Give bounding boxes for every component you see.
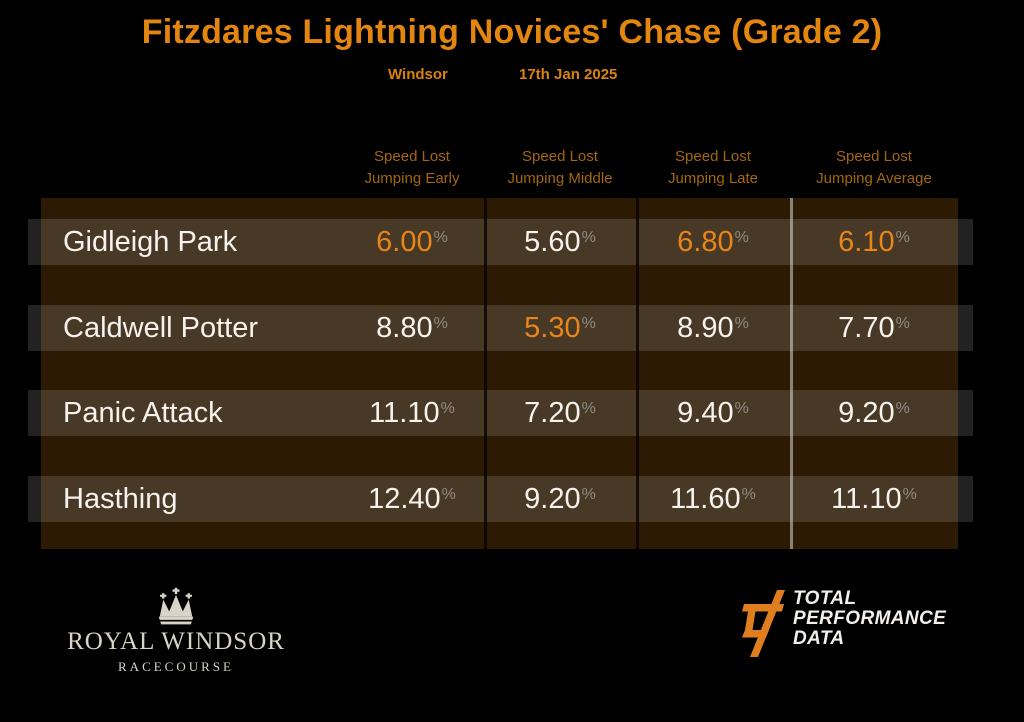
row-highlight-band: [28, 305, 973, 351]
value-cell: 6.80%: [636, 226, 790, 259]
value-cell: 12.40%: [340, 483, 484, 516]
value-number: 5.60: [524, 225, 581, 258]
table-row: Panic Attack 11.10% 7.20% 9.40% 9.20%: [41, 390, 958, 436]
value-cell: 7.70%: [790, 312, 958, 345]
value-number: 12.40: [368, 482, 441, 515]
column-header-early: Speed Lost Jumping Early: [364, 148, 460, 187]
horse-name: Caldwell Potter: [63, 311, 259, 344]
row-highlight-band: [28, 219, 973, 265]
percent-sign: %: [895, 228, 910, 246]
tpd-wordmark: TOTAL PERFORMANCE DATA: [793, 589, 946, 649]
table-panel: [41, 198, 958, 549]
value-number: 7.20: [524, 396, 581, 429]
column-divider: [484, 198, 487, 549]
percent-sign: %: [581, 228, 596, 246]
value-number: 6.10: [838, 225, 895, 258]
column-header-middle: Speed Lost Jumping Middle: [507, 148, 613, 187]
table-column-headers: Speed Lost Jumping Early Speed Lost Jump…: [41, 146, 958, 190]
percent-sign: %: [581, 399, 596, 417]
column-divider: [790, 198, 793, 549]
percent-sign: %: [902, 485, 917, 503]
percent-sign: %: [581, 485, 596, 503]
value-cell: 11.10%: [340, 397, 484, 430]
value-number: 8.80: [376, 311, 433, 344]
percent-sign: %: [441, 485, 456, 503]
value-number: 11.10: [369, 396, 440, 429]
royal-windsor-name: ROYAL WINDSOR: [67, 628, 285, 655]
value-cell: 6.10%: [790, 226, 958, 259]
value-cell: 9.20%: [484, 483, 636, 516]
value-cell: 7.20%: [484, 397, 636, 430]
date-label: 17th Jan 2025: [519, 66, 618, 83]
tpd-logo: TOTAL PERFORMANCE DATA: [735, 588, 946, 658]
page-title: Fitzdares Lightning Novices' Chase (Grad…: [141, 13, 883, 51]
royal-windsor-subname: RACECOURSE: [118, 659, 234, 674]
percent-sign: %: [734, 314, 749, 332]
horse-name: Hasthing: [63, 482, 178, 515]
value-cell: 9.20%: [790, 397, 958, 430]
percent-sign: %: [433, 314, 448, 332]
venue-label: Windsor: [388, 66, 448, 83]
spacer-cell: [41, 146, 340, 190]
value-number: 11.10: [831, 482, 902, 515]
table-row: Hasthing 12.40% 9.20% 11.60% 11.10%: [41, 476, 958, 522]
horse-name: Gidleigh Park: [63, 225, 238, 258]
percent-sign: %: [895, 399, 910, 417]
value-cell: 9.40%: [636, 397, 790, 430]
percent-sign: %: [734, 228, 749, 246]
value-cell: 8.90%: [636, 312, 790, 345]
tpd-line-performance: PERFORMANCE: [793, 608, 947, 629]
tpd-line-total: TOTAL: [793, 588, 857, 609]
value-number: 9.20: [838, 396, 895, 429]
percent-sign: %: [581, 314, 596, 332]
value-cell: 6.00%: [340, 226, 484, 259]
percent-sign: %: [440, 399, 455, 417]
table-row: Gidleigh Park 6.00% 5.60% 6.80% 6.10%: [41, 219, 958, 265]
horse-name: Panic Attack: [63, 396, 223, 429]
value-number: 7.70: [838, 311, 895, 344]
royal-windsor-logo: ROYAL WINDSOR RACECOURSE: [60, 584, 292, 675]
row-highlight-band: [28, 390, 973, 436]
table-row: Caldwell Potter 8.80% 5.30% 8.90% 7.70%: [41, 305, 958, 351]
value-number: 8.90: [677, 311, 734, 344]
value-number: 9.20: [524, 482, 581, 515]
crown-icon: [158, 587, 194, 625]
tpd-monogram-icon: [742, 590, 785, 657]
value-cell: 11.60%: [636, 483, 790, 516]
column-divider: [636, 198, 639, 549]
row-highlight-band: [28, 476, 973, 522]
value-number: 9.40: [677, 396, 734, 429]
value-cell: 11.10%: [790, 483, 958, 516]
value-cell: 8.80%: [340, 312, 484, 345]
percent-sign: %: [895, 314, 910, 332]
percent-sign: %: [734, 399, 749, 417]
column-header-late: Speed Lost Jumping Late: [667, 148, 759, 187]
value-number: 6.00: [376, 225, 433, 258]
value-number: 5.30: [524, 311, 581, 344]
percent-sign: %: [433, 228, 448, 246]
tpd-line-data: DATA: [793, 628, 845, 649]
value-cell: 5.30%: [484, 312, 636, 345]
value-number: 11.60: [670, 482, 741, 515]
percent-sign: %: [741, 485, 756, 503]
value-number: 6.80: [677, 225, 734, 258]
value-cell: 5.60%: [484, 226, 636, 259]
column-header-average: Speed Lost Jumping Average: [816, 148, 932, 187]
